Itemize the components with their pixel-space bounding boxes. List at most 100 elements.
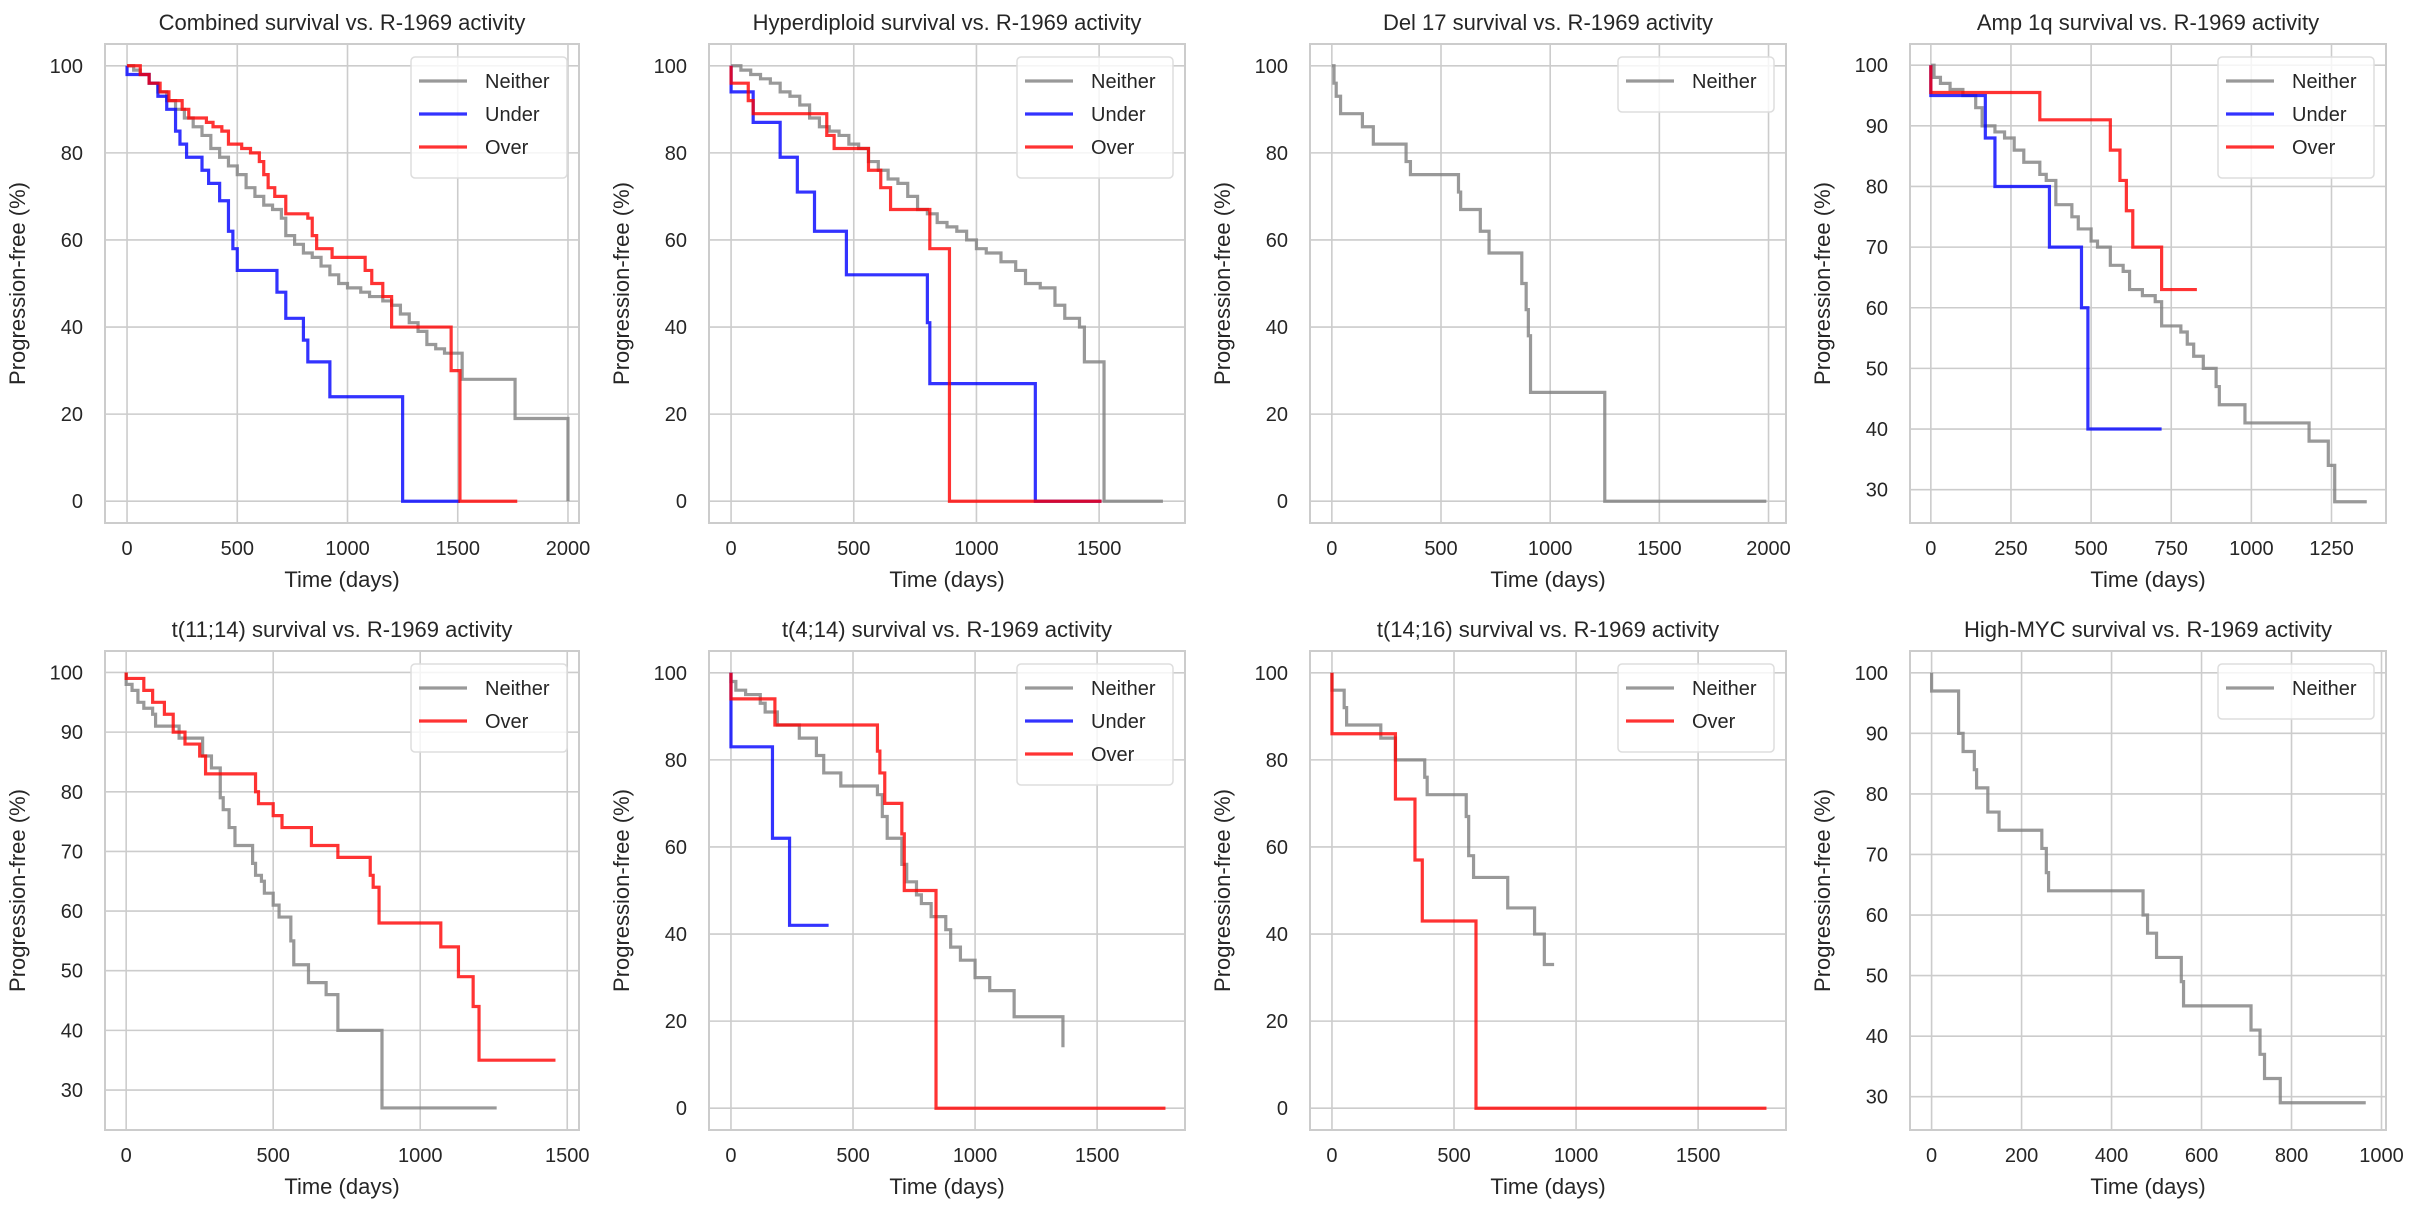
legend-label-neither: Neither (485, 71, 550, 93)
legend-label-over: Over (2292, 137, 2336, 159)
y-tick-label: 100 (1255, 663, 1288, 685)
km-curve-under (1929, 65, 2162, 431)
x-tick-label: 1250 (2309, 538, 2354, 560)
legend: Neither Under Over (410, 56, 568, 179)
legend-box (410, 663, 568, 753)
km-curve-neither (1331, 64, 1767, 503)
legend-label-over: Over (485, 711, 529, 733)
plot-frame (1309, 650, 1787, 1131)
x-tick-label: 0 (1926, 1145, 1937, 1167)
x-tick-label: 500 (257, 1145, 290, 1167)
x-axis-label: Time (days) (2090, 567, 2205, 592)
y-axis-label: Progression-free (%) (5, 182, 30, 385)
y-axis-label: Progression-free (%) (1210, 182, 1235, 385)
x-tick-label: 1500 (435, 538, 480, 560)
x-axis-label: Time (days) (2090, 1174, 2205, 1199)
x-tick-label: 500 (1424, 538, 1457, 560)
x-tick-label: 250 (1994, 538, 2027, 560)
x-axis-label: Time (days) (284, 1174, 399, 1199)
y-tick-label: 60 (1266, 837, 1288, 859)
km-curve-under (125, 65, 460, 503)
km-curve-over (1330, 672, 1767, 1110)
legend: Neither Under Over (2217, 56, 2375, 179)
km-curve-over (124, 672, 556, 1062)
y-tick-label: 80 (665, 143, 687, 165)
y-tick-label: 60 (1866, 298, 1888, 320)
chart-title: t(11;14) survival vs. R-1969 activity (172, 617, 513, 642)
y-tick-label: 0 (72, 491, 83, 513)
x-tick-label: 1000 (1528, 538, 1573, 560)
x-axis-label: Time (days) (889, 1174, 1004, 1199)
km-curve-neither (729, 672, 1065, 1048)
x-axis-label: Time (days) (1490, 1174, 1605, 1199)
x-tick-label: 1000 (325, 538, 370, 560)
y-tick-label: 60 (1266, 230, 1288, 252)
km-curve-over (1929, 65, 2197, 292)
x-tick-label: 0 (1326, 1145, 1337, 1167)
y-axis-label: Progression-free (%) (609, 789, 634, 992)
legend-label-neither: Neither (1692, 678, 1757, 700)
y-tick-label: 60 (1866, 905, 1888, 927)
km-curve-over (729, 672, 1166, 1110)
legend-label-under: Under (1091, 711, 1146, 733)
plot-frame (104, 43, 580, 524)
y-tick-label: 100 (1855, 55, 1888, 77)
y-tick-label: 0 (676, 1098, 687, 1120)
y-tick-label: 100 (1255, 56, 1288, 78)
x-tick-label: 2000 (1746, 538, 1791, 560)
y-tick-label: 80 (1866, 176, 1888, 198)
x-axis-label: Time (days) (889, 567, 1004, 592)
legend-label-under: Under (2292, 104, 2347, 126)
plot-frame (1909, 43, 2387, 524)
km-curve-neither (124, 672, 497, 1110)
chart-title: t(4;14) survival vs. R-1969 activity (782, 617, 1112, 642)
y-tick-label: 0 (676, 491, 687, 513)
y-tick-label: 40 (665, 924, 687, 946)
y-axis-label: Progression-free (%) (1210, 789, 1235, 992)
y-tick-label: 40 (1266, 317, 1288, 339)
legend-label-neither: Neither (1091, 71, 1156, 93)
legend-box (1617, 56, 1775, 113)
x-tick-label: 800 (2275, 1145, 2308, 1167)
km-curve-over (729, 65, 1102, 503)
legend-label-over: Over (1692, 711, 1736, 733)
y-tick-label: 20 (665, 1011, 687, 1033)
chart-title: Hyperdiploid survival vs. R-1969 activit… (753, 10, 1142, 35)
x-tick-label: 1500 (1077, 538, 1122, 560)
y-tick-label: 50 (1866, 966, 1888, 988)
y-tick-label: 70 (61, 841, 83, 863)
y-tick-label: 50 (1866, 358, 1888, 380)
y-tick-label: 20 (1266, 1011, 1288, 1033)
x-tick-label: 1000 (2359, 1145, 2404, 1167)
legend-label-over: Over (1091, 137, 1135, 159)
chart-title: Del 17 survival vs. R-1969 activity (1383, 10, 1713, 35)
km-curve-neither (1930, 672, 2366, 1105)
y-axis-label: Progression-free (%) (1810, 789, 1835, 992)
y-tick-label: 60 (61, 901, 83, 923)
km-curve-neither (1930, 63, 2367, 504)
y-tick-label: 90 (1866, 116, 1888, 138)
plot-frame (708, 43, 1186, 524)
y-tick-label: 100 (1855, 663, 1888, 685)
y-tick-label: 0 (1277, 1098, 1288, 1120)
legend: Neither Under Over (1016, 56, 1174, 179)
x-tick-label: 1500 (1075, 1145, 1120, 1167)
y-tick-label: 40 (61, 317, 83, 339)
y-tick-label: 100 (654, 56, 687, 78)
x-tick-label: 1000 (2229, 538, 2274, 560)
y-tick-label: 70 (1866, 844, 1888, 866)
x-tick-label: 600 (2185, 1145, 2218, 1167)
y-axis-label: Progression-free (%) (609, 182, 634, 385)
chart-title: t(14;16) survival vs. R-1969 activity (1377, 617, 1719, 642)
y-tick-label: 40 (1866, 419, 1888, 441)
legend-label-neither: Neither (1091, 678, 1156, 700)
km-curve-over (127, 64, 518, 503)
plot-frame (104, 650, 580, 1131)
y-tick-label: 90 (61, 722, 83, 744)
y-tick-label: 90 (1866, 723, 1888, 745)
legend-label-under: Under (485, 104, 540, 126)
legend-label-neither: Neither (485, 678, 550, 700)
